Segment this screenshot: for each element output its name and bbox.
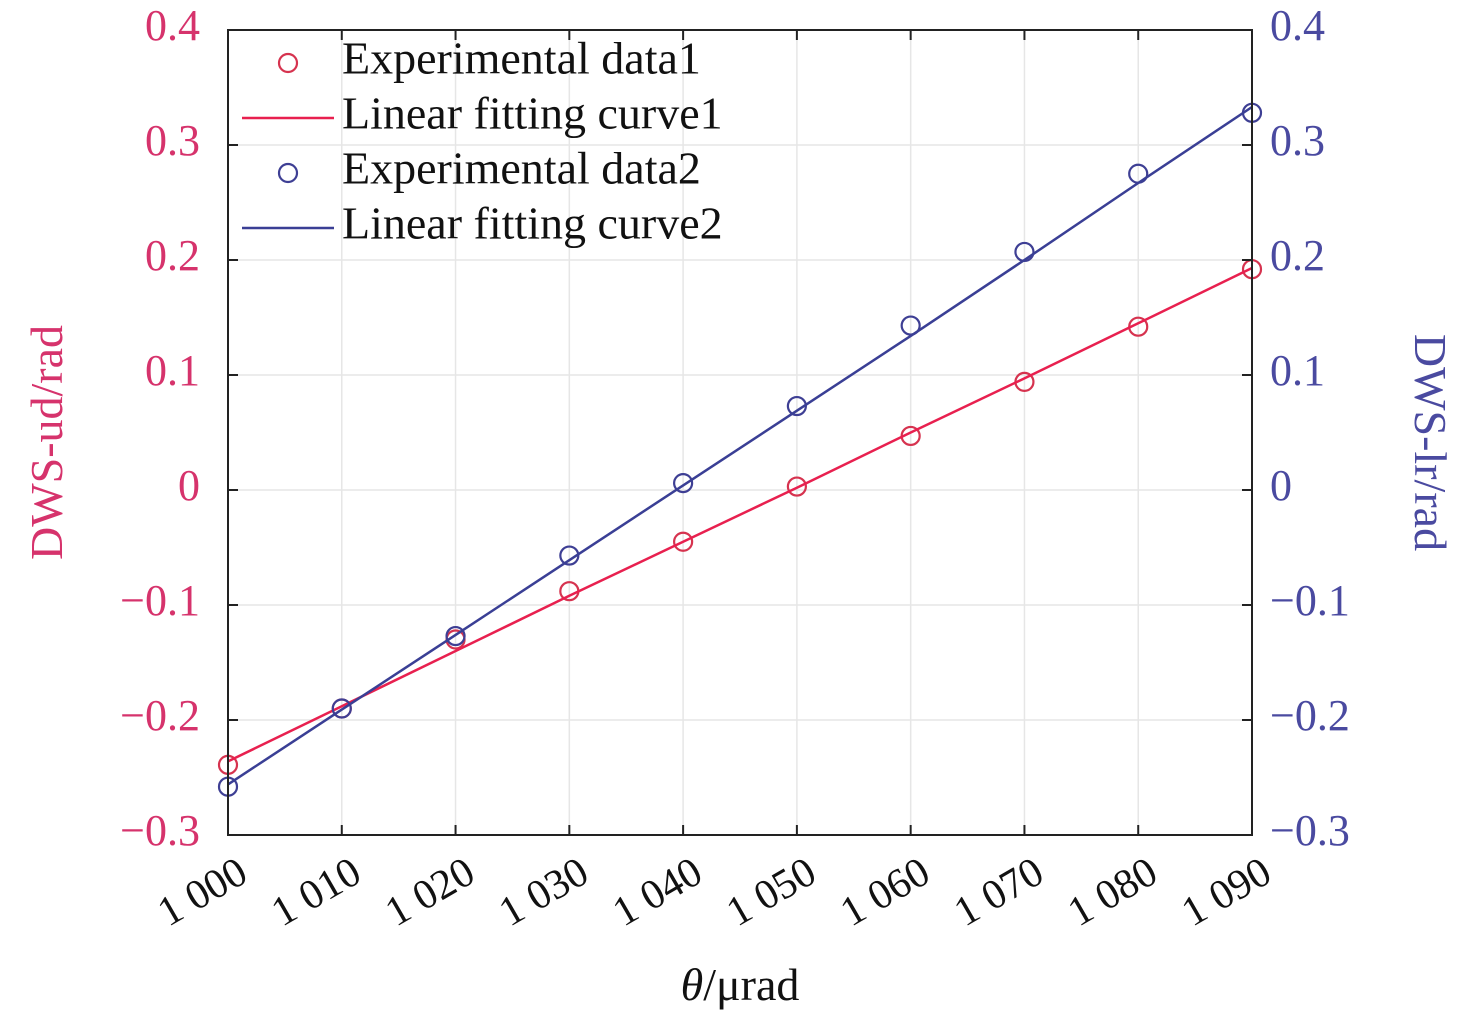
y-left-tick-label: −0.1 bbox=[120, 576, 200, 625]
data-point-series-1 bbox=[786, 476, 807, 497]
x-tick-label: 1 010 bbox=[264, 849, 369, 936]
series-line-2 bbox=[227, 266, 1253, 763]
axis-ticks: 1 000 1 010 1 020 1 030 1 040 1 050 1 060 1 070… bbox=[120, 1, 1350, 936]
plot-frame bbox=[227, 29, 1253, 836]
data-point-series-3 bbox=[673, 473, 694, 494]
y-right-tick-label: 0.1 bbox=[1270, 346, 1325, 395]
x-tick-label: 1 090 bbox=[1174, 849, 1279, 936]
y-right-tick-label: −0.2 bbox=[1270, 691, 1350, 740]
y-right-tick-label: 0 bbox=[1270, 461, 1292, 510]
y-right-tick-label: 0.4 bbox=[1270, 1, 1325, 50]
y-left-tick-label: 0 bbox=[178, 461, 200, 510]
y-left-tick-label: −0.3 bbox=[120, 806, 200, 855]
legend-label-3: Experimental data2 bbox=[342, 143, 701, 194]
y-left-tick-label: 0.4 bbox=[145, 1, 200, 50]
x-tick-label: 1 080 bbox=[1060, 849, 1165, 936]
y-left-tick-label: 0.1 bbox=[145, 346, 200, 395]
series-layer bbox=[217, 102, 1263, 797]
legend-label-4: Linear fitting curve2 bbox=[342, 198, 723, 249]
legend-label-1: Experimental data1 bbox=[342, 33, 701, 84]
y-axis-right-title: DWS-lr/rad bbox=[1405, 334, 1456, 551]
y-left-tick-label: 0.3 bbox=[145, 116, 200, 165]
legend-label-2: Linear fitting curve1 bbox=[342, 88, 723, 139]
data-point-series-1 bbox=[673, 531, 694, 552]
y-right-tick-label: −0.3 bbox=[1270, 806, 1350, 855]
y-left-tick-label: −0.2 bbox=[120, 691, 200, 740]
x-tick-label: 1 070 bbox=[947, 849, 1052, 936]
x-tick-label: 1 030 bbox=[491, 849, 596, 936]
y-right-tick-label: 0.2 bbox=[1270, 231, 1325, 280]
x-tick-label: 1 050 bbox=[719, 849, 824, 936]
x-axis-title-symbol: θ bbox=[681, 959, 704, 1010]
y-axis-left-title: DWS-ud/rad bbox=[21, 325, 72, 560]
y-right-tick-label: −0.1 bbox=[1270, 576, 1350, 625]
x-axis-title-unit: /μrad bbox=[703, 959, 799, 1010]
x-tick-label: 1 040 bbox=[605, 849, 710, 936]
legend-swatch-marker-1 bbox=[277, 52, 299, 74]
data-point-series-3 bbox=[331, 698, 352, 719]
x-tick-label: 1 000 bbox=[150, 849, 255, 936]
y-right-tick-label: 0.3 bbox=[1270, 116, 1325, 165]
y-left-tick-label: 0.2 bbox=[145, 231, 200, 280]
series-line-4 bbox=[227, 105, 1253, 786]
legend-swatch-marker-3 bbox=[277, 162, 299, 184]
x-tick-label: 1 020 bbox=[378, 849, 483, 936]
data-point-series-3 bbox=[445, 625, 466, 647]
x-axis-title: θ/μrad bbox=[681, 959, 800, 1010]
x-tick-label: 1 060 bbox=[833, 849, 938, 936]
